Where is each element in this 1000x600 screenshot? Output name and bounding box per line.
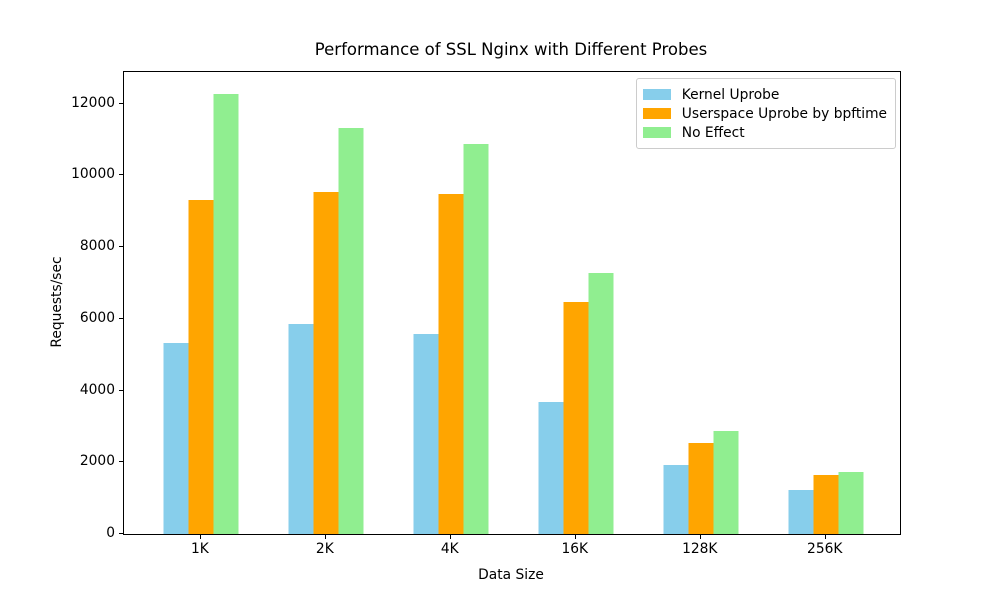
x-tick-label: 128K bbox=[682, 541, 718, 557]
x-tick-label: 2K bbox=[315, 541, 334, 557]
y-tick-label: 6000 bbox=[79, 309, 115, 326]
bar bbox=[188, 200, 214, 534]
y-tick-label: 8000 bbox=[79, 238, 115, 255]
x-tick-mark bbox=[199, 535, 201, 539]
legend-item: Kernel Uprobe bbox=[642, 85, 887, 104]
y-tick-label: 10000 bbox=[71, 166, 115, 183]
bar bbox=[713, 431, 739, 534]
bar bbox=[313, 191, 339, 534]
bar-group-4k bbox=[413, 72, 489, 534]
x-tick-label: 4K bbox=[440, 541, 459, 557]
y-tick-mark bbox=[119, 317, 123, 319]
legend-item: No Effect bbox=[642, 123, 887, 142]
y-tick-label: 4000 bbox=[79, 381, 115, 398]
legend-item: Userspace Uprobe by bpftime bbox=[642, 104, 887, 123]
x-axis-label: Data Size bbox=[478, 567, 544, 583]
bar bbox=[588, 273, 614, 534]
y-axis-label: Requests/sec bbox=[49, 256, 65, 348]
bar bbox=[663, 465, 689, 534]
legend-label: No Effect bbox=[681, 124, 745, 141]
legend-label: Kernel Uprobe bbox=[681, 86, 780, 103]
y-tick-label: 0 bbox=[106, 525, 115, 541]
bar bbox=[688, 442, 714, 534]
y-tick-mark bbox=[119, 102, 123, 104]
bar bbox=[538, 402, 564, 534]
y-tick-mark bbox=[119, 174, 123, 176]
legend-swatch-icon bbox=[642, 127, 671, 138]
bar bbox=[213, 93, 239, 534]
bar bbox=[438, 193, 464, 534]
plot-area: Kernel Uprobe Userspace Uprobe by bpftime… bbox=[123, 71, 901, 535]
legend-label: Userspace Uprobe by bpftime bbox=[681, 105, 887, 122]
x-tick-label: 256K bbox=[807, 541, 843, 557]
x-tick-mark bbox=[574, 535, 576, 539]
x-tick-mark bbox=[699, 535, 701, 539]
bar bbox=[163, 342, 189, 534]
y-tick-mark bbox=[119, 533, 123, 534]
legend-swatch-icon bbox=[642, 108, 671, 119]
bar bbox=[463, 144, 489, 534]
bar-group-1k bbox=[163, 72, 239, 534]
bar bbox=[338, 127, 364, 534]
y-tick-mark bbox=[119, 389, 123, 391]
x-tick-label: 1K bbox=[190, 541, 209, 557]
bar bbox=[288, 323, 314, 534]
bar bbox=[813, 475, 839, 534]
x-tick-mark bbox=[324, 535, 326, 539]
x-tick-mark bbox=[449, 535, 451, 539]
bar bbox=[838, 471, 864, 534]
bar bbox=[788, 490, 814, 534]
bar-group-2k bbox=[288, 72, 364, 534]
y-tick-mark bbox=[119, 246, 123, 248]
y-tick-mark bbox=[119, 461, 123, 463]
x-tick-label: 16K bbox=[561, 541, 589, 557]
bar bbox=[563, 301, 589, 534]
y-tick-label: 12000 bbox=[71, 94, 115, 111]
chart-title: Performance of SSL Nginx with Different … bbox=[314, 40, 708, 59]
bar-group-256k bbox=[788, 72, 864, 534]
y-tick-label: 2000 bbox=[79, 453, 115, 470]
bar-group-16k bbox=[538, 72, 614, 534]
bar-group-128k bbox=[663, 72, 739, 534]
legend: Kernel Uprobe Userspace Uprobe by bpftime… bbox=[635, 78, 896, 149]
x-tick-mark bbox=[824, 535, 826, 539]
legend-swatch-icon bbox=[642, 89, 671, 100]
bar bbox=[413, 333, 439, 534]
